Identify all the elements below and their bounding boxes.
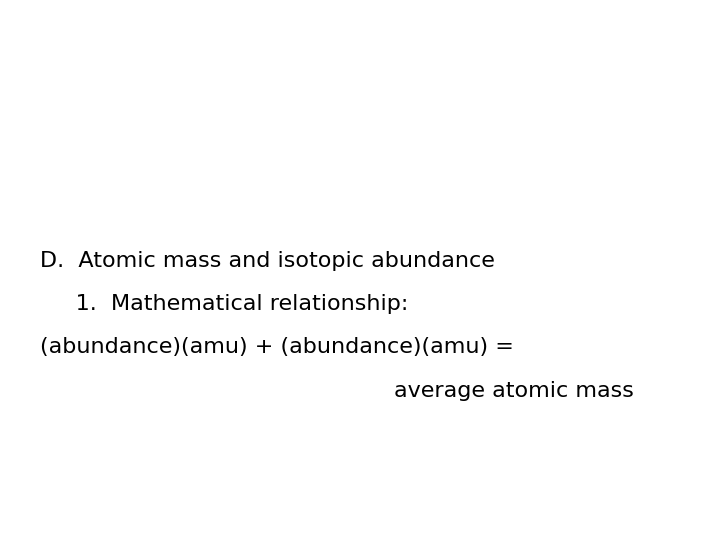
Text: 1.  Mathematical relationship:: 1. Mathematical relationship: — [40, 294, 408, 314]
Text: average atomic mass: average atomic mass — [394, 381, 634, 401]
Text: D.  Atomic mass and isotopic abundance: D. Atomic mass and isotopic abundance — [40, 251, 495, 271]
Text: (abundance)(amu) + (abundance)(amu) =: (abundance)(amu) + (abundance)(amu) = — [40, 338, 513, 357]
